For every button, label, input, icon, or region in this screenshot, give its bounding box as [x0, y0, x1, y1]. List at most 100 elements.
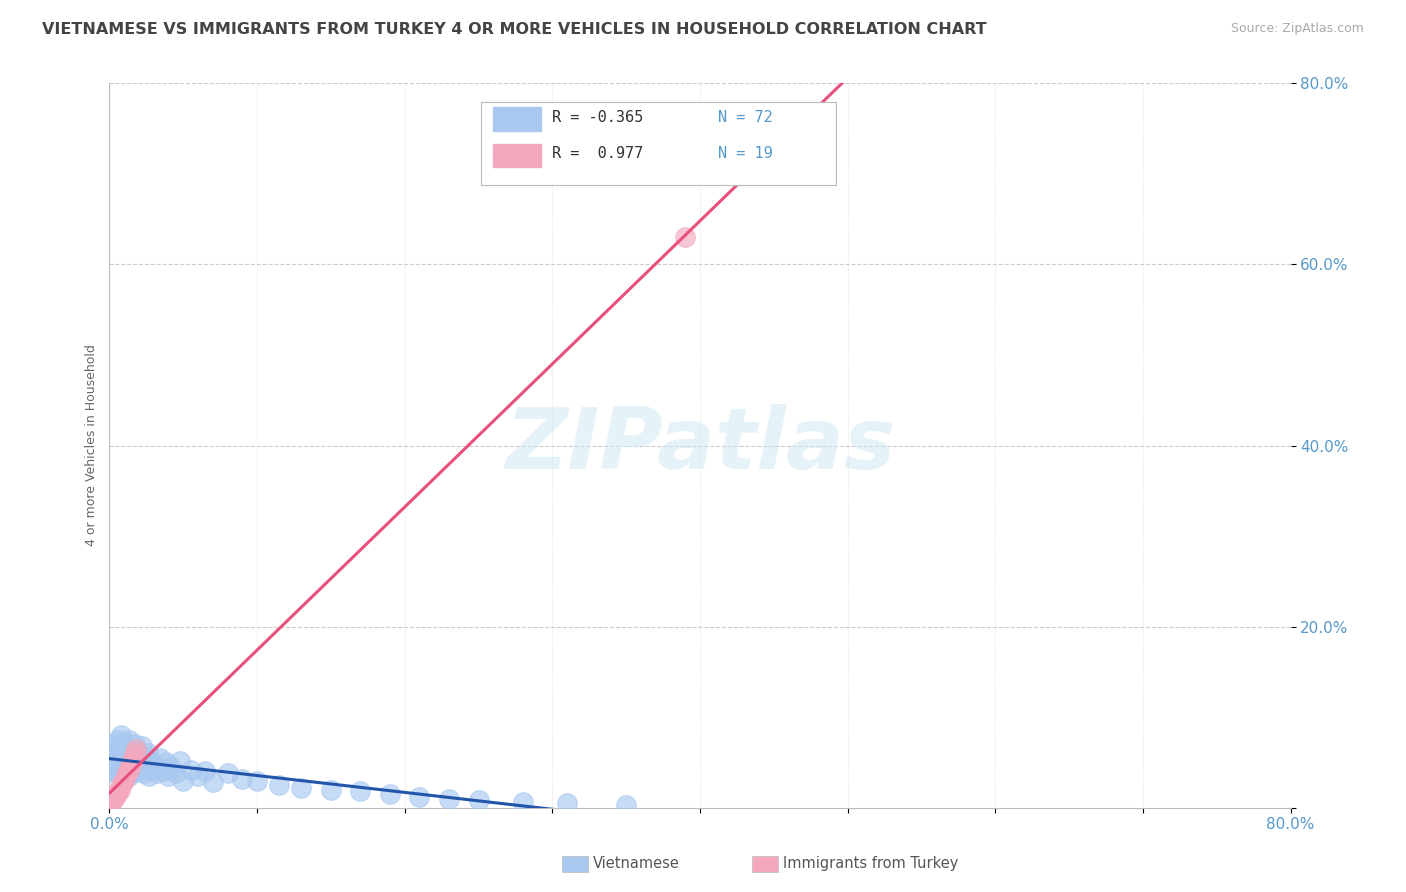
- Point: [107, 784, 129, 798]
- Point: [104, 741, 127, 756]
- Point: [115, 748, 138, 763]
- Point: [105, 748, 128, 763]
- Point: [217, 766, 239, 780]
- Point: [110, 745, 132, 759]
- Point: [108, 739, 131, 753]
- Point: [108, 782, 131, 797]
- Point: [112, 735, 135, 749]
- Text: N = 72: N = 72: [717, 110, 772, 125]
- Point: [103, 763, 125, 777]
- Point: [125, 743, 148, 757]
- Point: [121, 766, 143, 780]
- Point: [467, 793, 489, 807]
- Point: [136, 747, 159, 761]
- Point: [157, 769, 180, 783]
- Point: [107, 754, 129, 768]
- Point: [319, 782, 342, 797]
- Point: [231, 772, 253, 786]
- Point: [378, 787, 401, 801]
- Point: [114, 769, 136, 783]
- Point: [349, 784, 371, 798]
- Point: [105, 760, 128, 774]
- Point: [112, 773, 135, 788]
- Point: [111, 775, 134, 789]
- Point: [103, 747, 125, 761]
- Point: [187, 769, 209, 783]
- Bar: [494, 144, 540, 167]
- Point: [555, 796, 578, 810]
- Point: [128, 756, 150, 770]
- Y-axis label: 4 or more Vehicles in Household: 4 or more Vehicles in Household: [86, 344, 98, 547]
- Point: [169, 754, 191, 768]
- Point: [114, 740, 136, 755]
- Point: [152, 764, 174, 779]
- Point: [101, 737, 124, 751]
- Point: [121, 747, 143, 761]
- Point: [101, 793, 124, 807]
- Point: [122, 753, 145, 767]
- Point: [124, 737, 146, 751]
- Point: [105, 787, 128, 801]
- Point: [117, 732, 139, 747]
- Point: [103, 791, 125, 805]
- Point: [111, 756, 134, 770]
- Point: [269, 778, 291, 792]
- Point: [139, 754, 162, 768]
- Point: [124, 759, 146, 773]
- Point: [437, 791, 460, 805]
- Point: [165, 766, 187, 780]
- Point: [125, 741, 148, 756]
- Text: Vietnamese: Vietnamese: [593, 856, 681, 871]
- Point: [131, 739, 153, 753]
- Point: [201, 775, 224, 789]
- FancyBboxPatch shape: [481, 102, 835, 185]
- Point: [134, 750, 156, 764]
- Text: R =  0.977: R = 0.977: [553, 146, 644, 161]
- Text: Source: ZipAtlas.com: Source: ZipAtlas.com: [1230, 22, 1364, 36]
- Point: [512, 795, 534, 809]
- Point: [117, 769, 139, 783]
- Text: ZIPatlas: ZIPatlas: [505, 404, 896, 487]
- Point: [101, 757, 124, 772]
- Point: [124, 747, 146, 761]
- Text: N = 19: N = 19: [717, 146, 772, 161]
- Point: [129, 761, 152, 775]
- Point: [138, 769, 160, 783]
- Point: [115, 766, 138, 780]
- Point: [142, 757, 165, 772]
- Point: [135, 760, 157, 774]
- Point: [132, 766, 155, 780]
- Point: [172, 773, 194, 788]
- Point: [160, 760, 183, 774]
- Point: [290, 780, 312, 795]
- Point: [121, 756, 143, 770]
- Point: [141, 763, 163, 777]
- Point: [112, 764, 135, 779]
- Text: Immigrants from Turkey: Immigrants from Turkey: [783, 856, 959, 871]
- Point: [107, 732, 129, 747]
- Point: [104, 789, 127, 804]
- Point: [111, 761, 134, 775]
- Point: [110, 778, 132, 792]
- Point: [100, 751, 122, 765]
- Point: [110, 728, 132, 742]
- Point: [149, 751, 172, 765]
- Point: [194, 764, 217, 779]
- Point: [145, 766, 167, 780]
- Point: [104, 766, 127, 780]
- Text: R = -0.365: R = -0.365: [553, 110, 644, 125]
- Bar: [494, 107, 540, 130]
- Point: [408, 789, 430, 804]
- Point: [120, 760, 142, 774]
- Point: [125, 764, 148, 779]
- Point: [120, 763, 142, 777]
- Point: [114, 751, 136, 765]
- Point: [246, 773, 269, 788]
- Point: [115, 757, 138, 772]
- Point: [117, 763, 139, 777]
- Point: [155, 756, 177, 770]
- Point: [180, 763, 202, 777]
- Point: [122, 751, 145, 765]
- Point: [127, 748, 149, 763]
- Point: [614, 797, 637, 812]
